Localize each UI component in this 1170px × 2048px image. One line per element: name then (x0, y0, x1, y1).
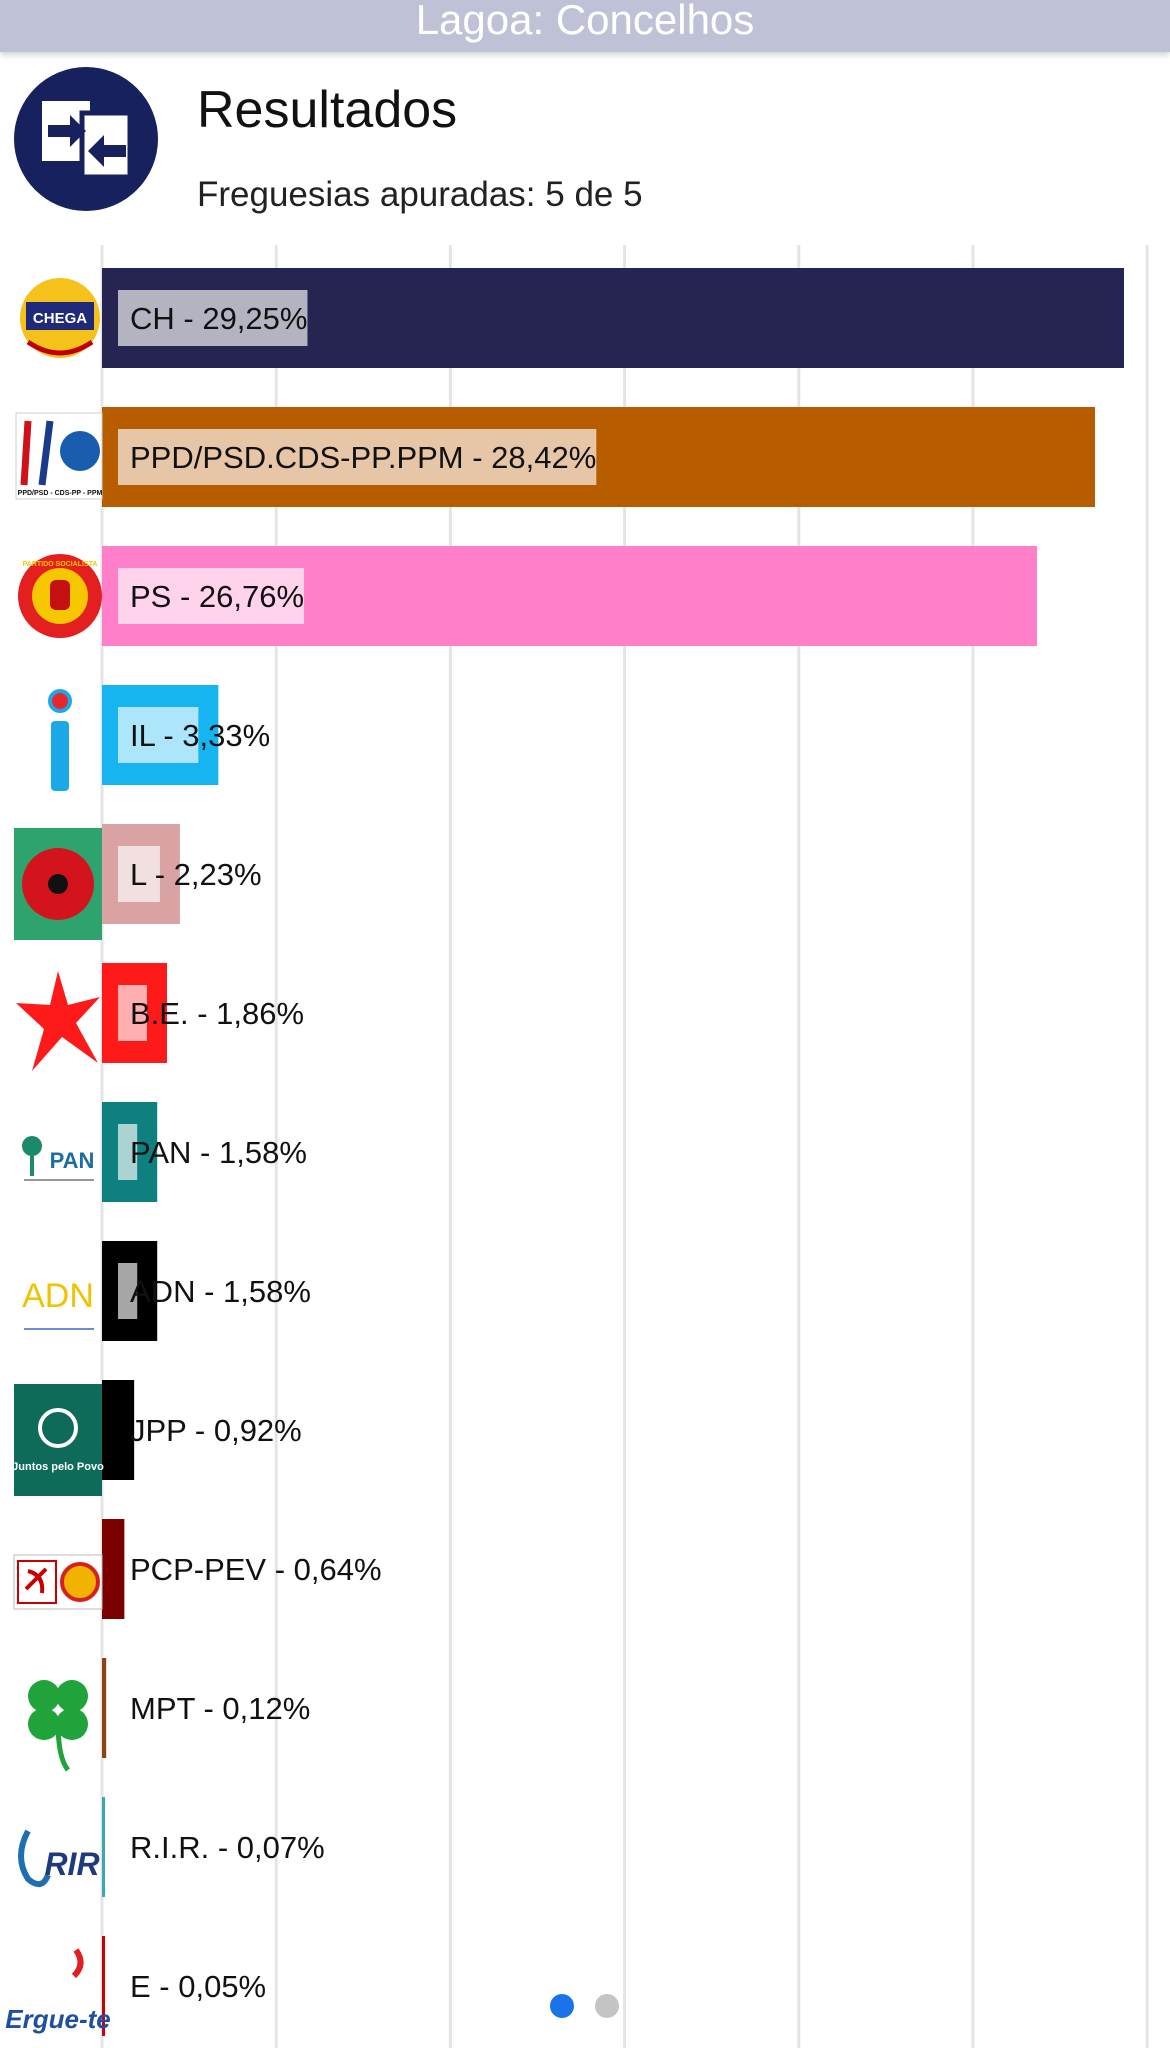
psd-cds-ppm-logo: PPD/PSD - CDS-PP - PPM (15, 412, 103, 500)
bar-label: PAN - 1,58% (130, 1135, 307, 1170)
bar-label: PS - 26,76% (130, 579, 304, 614)
svg-text:CHEGA: CHEGA (33, 310, 87, 327)
top-bar: Lagoa: Concelhos (0, 0, 1170, 52)
bar-label: R.I.R. - 0,07% (130, 1830, 325, 1865)
svg-text:RIR: RIR (44, 1846, 99, 1882)
results-subtitle: Freguesias apuradas: 5 de 5 (197, 175, 643, 214)
bar-label-background (118, 1263, 138, 1319)
svg-text:ADN: ADN (22, 1277, 94, 1315)
mpt-logo (28, 1680, 88, 1772)
il-logo (48, 689, 72, 791)
bar-label-background (118, 1124, 138, 1180)
adn-logo: ADN (22, 1277, 94, 1330)
page-dot[interactable] (595, 1994, 619, 2018)
livre-logo (14, 828, 102, 940)
bar-label: MPT - 0,12% (130, 1691, 310, 1726)
svg-text:PARTIDO SOCIALISTA: PARTIDO SOCIALISTA (23, 561, 98, 568)
app-title: Lagoa: Concelhos (415, 0, 755, 43)
rir-logo: RIR (18, 1829, 100, 1888)
e-logo: Ergue-te (5, 1948, 111, 2034)
svg-text:Juntos pelo Povo: Juntos pelo Povo (12, 1461, 104, 1473)
swap-arrows-icon (42, 101, 133, 180)
bar-label: PPD/PSD.CDS-PP.PPM - 28,42% (130, 440, 596, 475)
bar[interactable] (102, 1380, 135, 1480)
bar[interactable] (102, 1519, 125, 1619)
bar-label: B.E. - 1,86% (130, 996, 304, 1031)
bar-label: PCP-PEV - 0,64% (130, 1552, 382, 1587)
switch-view-button[interactable] (14, 67, 158, 211)
pan-logo: PAN (22, 1136, 95, 1181)
chega-logo: CHEGA (20, 278, 100, 358)
be-logo (16, 971, 100, 1071)
bar-label-background (118, 290, 308, 346)
page-indicator (550, 1994, 630, 2018)
bar-label: CH - 29,25% (130, 301, 307, 336)
svg-text:PAN: PAN (50, 1148, 95, 1173)
bar[interactable] (102, 1658, 107, 1758)
bar[interactable] (102, 1936, 105, 2036)
page-dot[interactable] (550, 1994, 574, 2018)
bar-label-background (118, 707, 199, 763)
bar-label: IL - 3,33% (130, 718, 270, 753)
svg-text:Ergue-te: Ergue-te (5, 2004, 110, 2034)
bar-label: JPP - 0,92% (130, 1413, 302, 1448)
jpp-logo: Juntos pelo Povo (12, 1384, 104, 1496)
bar-label: E - 0,05% (130, 1969, 266, 2004)
bar-label: ADN - 1,58% (130, 1274, 311, 1309)
bar-label: L - 2,23% (130, 857, 262, 892)
bar-label-background (118, 846, 160, 902)
ps-logo: PARTIDO SOCIALISTA (18, 554, 102, 638)
results-title: Resultados (197, 81, 458, 139)
svg-text:PPD/PSD - CDS-PP - PPM: PPD/PSD - CDS-PP - PPM (18, 490, 103, 497)
bar-label-background (118, 568, 305, 624)
pcp-pev-logo (13, 1554, 103, 1610)
results-bar-chart: CH - 29,25% CHEGA PPD/PSD.CDS-PP.PPM - 28,… (5, 245, 1149, 2048)
bar-label-background (118, 429, 597, 485)
bar[interactable] (102, 1797, 105, 1897)
bar-label-background (118, 985, 147, 1041)
